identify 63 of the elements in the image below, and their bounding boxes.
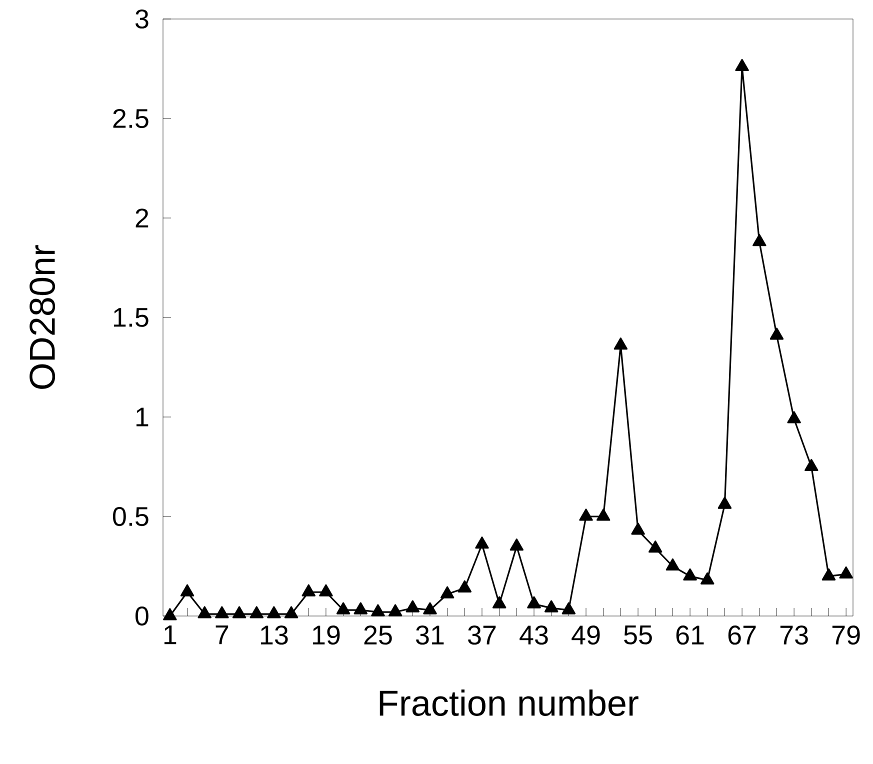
x-tick-label: 7 [216,626,228,644]
point [527,596,541,608]
point [631,522,645,535]
point [683,568,697,580]
point [267,606,281,618]
x-tick-label: 43 [520,626,548,645]
point [319,584,333,596]
point [180,584,194,596]
point [215,606,229,618]
y-axis-title: OD280nr [30,245,56,389]
point [544,600,558,612]
point [822,568,836,580]
point [648,540,662,553]
point [614,338,628,350]
y-tick-label: 3 [135,9,148,29]
point [284,606,298,618]
x-tick-label: 19 [313,626,340,645]
x-tick-label: 1 [164,626,176,644]
point [579,508,593,521]
point [302,584,316,596]
x-tick-label: 55 [624,626,652,644]
x-tick-label: 67 [728,626,756,645]
point [718,496,732,509]
point [475,536,489,549]
point [596,508,610,521]
point [423,602,437,614]
y-tick-label: 0.5 [112,506,148,526]
x-tick-label: 49 [572,626,600,645]
point [666,558,680,571]
point [562,602,576,614]
x-tick-label: 61 [676,626,704,645]
point [510,538,524,551]
point [492,596,506,608]
point [163,608,177,620]
y-tick-label: 2 [136,208,148,228]
y-tick-label: 1.5 [114,308,148,327]
point [354,602,368,614]
point [839,566,853,579]
point [752,234,766,246]
x-tick-label: 73 [780,626,808,645]
point [804,458,818,472]
point [440,586,454,598]
point [388,604,402,616]
point [371,604,385,616]
x-tick-label: 37 [468,626,496,645]
point [735,58,749,72]
point [787,411,801,424]
y-tick-label: 0 [136,606,148,626]
y-tick-label: 2.5 [113,108,148,128]
x-tick-label: 25 [364,626,392,645]
x-tick-label: 13 [260,626,288,645]
point [700,572,714,584]
point [336,602,350,614]
point [770,328,784,340]
point [406,600,420,612]
point [198,606,212,618]
x-tick-label: 79 [832,626,860,645]
y-tick-label: 1 [136,408,148,426]
x-tick-label: 31 [416,626,444,645]
point [458,580,472,592]
x-axis-title: Fraction number [380,690,638,716]
point [232,606,246,618]
point [250,606,264,618]
